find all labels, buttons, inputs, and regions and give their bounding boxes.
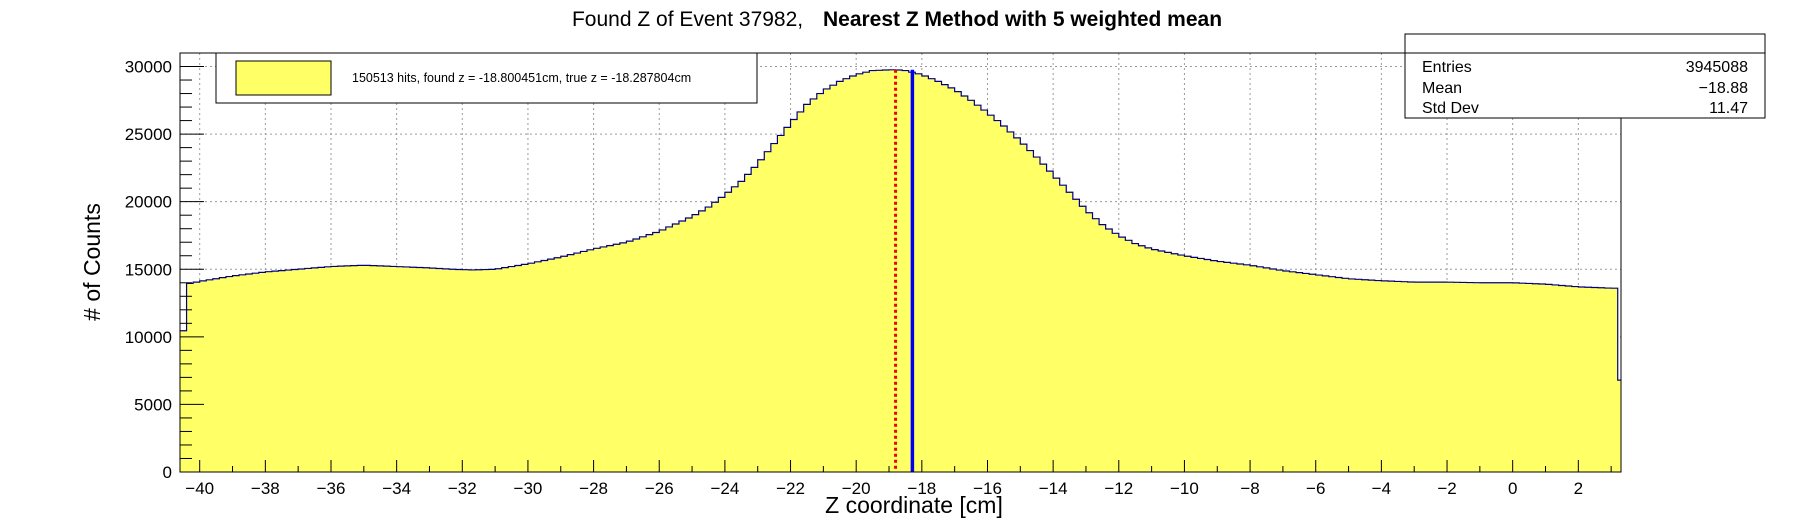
chart-title-bold: Nearest Z Method with 5 weighted mean: [823, 8, 1222, 31]
y-axis-title: # of Counts: [79, 203, 105, 321]
x-tick-label: −16: [973, 479, 1002, 498]
z-markers: [894, 69, 915, 472]
x-tick-label: 0: [1508, 479, 1517, 498]
plot-frame: [179, 52, 1622, 473]
stats-stddev-value: 11.47: [1709, 100, 1748, 117]
stats-entries-label: Entries: [1422, 59, 1472, 76]
x-tick-label: −2: [1437, 479, 1456, 498]
x-tick-label: −36: [317, 479, 346, 498]
x-tick-label: −8: [1240, 479, 1259, 498]
x-tick-label: 2: [1574, 479, 1583, 498]
y-tick-label: 25000: [125, 125, 172, 144]
y-tick-label: 5000: [134, 395, 172, 414]
x-tick-label: −18: [907, 479, 936, 498]
histogram-outline: [180, 69, 1621, 381]
x-tick-label: −30: [514, 479, 543, 498]
stats-mean-label: Mean: [1422, 80, 1462, 97]
stats-mean-value: −18.88: [1699, 80, 1748, 97]
histogram-bars: [180, 69, 1621, 473]
y-tick-label: 15000: [125, 260, 172, 279]
x-tick-label: −40: [185, 479, 214, 498]
x-tick-label: −12: [1104, 479, 1133, 498]
axis-ticks: [180, 52, 1612, 473]
y-tick-label: 10000: [125, 328, 172, 347]
chart-title: Found Z of Event 37982, Nearest Z Method…: [572, 8, 1222, 31]
x-tick-label: −26: [645, 479, 674, 498]
y-tick-label: 0: [163, 463, 172, 482]
x-tick-label: −38: [251, 479, 280, 498]
x-tick-label: −4: [1372, 479, 1391, 498]
legend-swatch: [235, 60, 332, 96]
histogram-fill: [180, 69, 1621, 473]
x-tick-label: −10: [1170, 479, 1199, 498]
stats-stddev-label: Std Dev: [1422, 100, 1479, 117]
x-tick-label: −34: [382, 479, 411, 498]
y-tick-labels: 0 5000 10000 15000 20000 25000 30000: [125, 58, 172, 482]
x-axis-title: Z coordinate [cm]: [825, 492, 1003, 518]
legend-text: 150513 hits, found z = -18.800451cm, tru…: [352, 71, 691, 85]
x-tick-label: −6: [1306, 479, 1325, 498]
chart-title-prefix: Found Z of Event 37982,: [572, 8, 803, 31]
y-tick-label: 30000: [125, 58, 172, 77]
x-tick-label: −24: [710, 479, 739, 498]
y-tick-label: 20000: [125, 193, 172, 212]
x-tick-label: −32: [448, 479, 477, 498]
legend: 150513 hits, found z = -18.800451cm, tru…: [215, 52, 758, 104]
x-tick-label: −22: [776, 479, 805, 498]
x-tick-labels: −40 −38 −36 −34 −32 −30 −28 −26 −24 −22 −20 −18 −16−…: [185, 479, 1583, 498]
x-tick-label: −14: [1039, 479, 1068, 498]
stats-box: Entries 3945088 Mean −18.88 Std Dev 11.4…: [1404, 33, 1766, 119]
stats-frame: [1404, 33, 1766, 119]
x-tick-label: −28: [579, 479, 608, 498]
x-tick-label: −20: [842, 479, 871, 498]
stats-entries-value: 3945088: [1686, 59, 1748, 76]
